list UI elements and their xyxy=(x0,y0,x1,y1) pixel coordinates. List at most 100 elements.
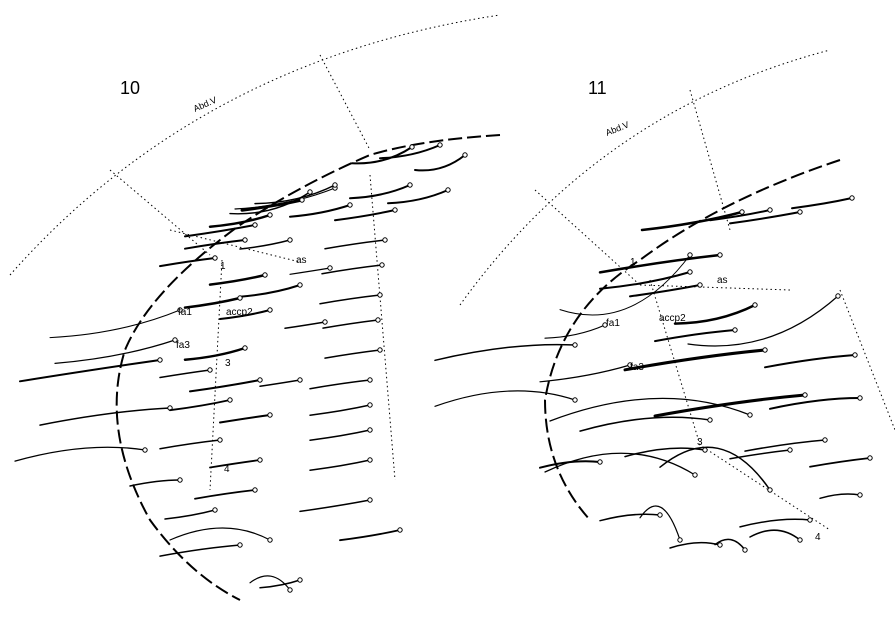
seta-label: 1 xyxy=(220,261,226,272)
seta-socket xyxy=(237,295,243,301)
seta xyxy=(559,254,691,316)
seta xyxy=(654,329,736,343)
seta-socket xyxy=(252,487,258,493)
segment-label: Abd.V xyxy=(192,95,218,114)
seta-label: fa1 xyxy=(178,307,192,318)
seta-socket xyxy=(142,447,148,453)
seta-socket xyxy=(212,255,218,261)
seta xyxy=(39,407,171,426)
seta xyxy=(239,239,291,250)
seta xyxy=(129,479,181,487)
seta xyxy=(259,579,301,589)
seta-socket xyxy=(707,417,713,423)
seta xyxy=(749,529,801,541)
seta xyxy=(334,209,396,222)
seta xyxy=(189,379,261,393)
seta xyxy=(249,575,291,591)
body-outline xyxy=(115,134,501,601)
seta xyxy=(659,446,771,491)
seta xyxy=(19,359,161,383)
seta-label: accp2 xyxy=(226,307,253,318)
seta-socket xyxy=(217,437,223,443)
seta xyxy=(744,439,826,452)
seta-socket xyxy=(752,302,758,308)
segment-label: Abd.V xyxy=(604,119,630,137)
seta-socket xyxy=(409,144,415,150)
seta xyxy=(54,339,176,364)
seta-socket xyxy=(377,292,383,298)
seta-socket xyxy=(287,587,293,593)
seta-socket xyxy=(322,319,328,325)
seta-socket xyxy=(572,342,578,348)
figure-number: 10 xyxy=(120,78,140,98)
seta-label: fa3 xyxy=(176,340,190,351)
seta xyxy=(239,284,301,298)
seta-socket xyxy=(445,187,451,193)
seta-socket xyxy=(687,252,693,258)
seta xyxy=(219,309,271,320)
seta xyxy=(183,296,242,309)
seta-socket xyxy=(852,352,858,358)
seta-socket xyxy=(767,207,773,213)
seta xyxy=(14,446,146,462)
seta xyxy=(164,509,216,520)
seta-socket xyxy=(392,207,398,213)
seta-socket xyxy=(697,282,703,288)
seta-socket xyxy=(172,337,178,343)
segment-arc xyxy=(9,14,501,276)
seta-socket xyxy=(732,327,738,333)
seta xyxy=(169,399,231,412)
seta xyxy=(159,257,216,268)
seta-socket xyxy=(377,347,383,353)
seta-socket xyxy=(787,447,793,453)
seta xyxy=(319,294,381,305)
seta-socket xyxy=(207,367,213,373)
seta-socket xyxy=(627,362,633,368)
seta-socket xyxy=(367,402,373,408)
dotted-guides xyxy=(534,89,895,531)
seta-socket xyxy=(867,455,873,461)
seta xyxy=(194,489,256,500)
seta-socket xyxy=(177,477,183,483)
seta xyxy=(709,209,771,222)
seta xyxy=(714,538,746,551)
seta xyxy=(289,204,351,218)
seta xyxy=(434,390,576,407)
body-outline xyxy=(543,159,841,521)
seta-socket xyxy=(297,377,303,383)
seta xyxy=(639,505,681,541)
seta xyxy=(434,343,576,362)
seta xyxy=(339,529,401,542)
seta xyxy=(259,379,301,388)
seta-socket xyxy=(807,517,813,523)
seta-socket xyxy=(212,507,218,513)
seta-socket xyxy=(857,395,863,401)
figure-number: 11 xyxy=(588,78,607,98)
seta-socket xyxy=(327,265,333,271)
seta-socket xyxy=(437,142,443,148)
outlines xyxy=(9,14,895,601)
seta-socket xyxy=(267,212,273,218)
seta xyxy=(49,309,181,339)
seta xyxy=(309,404,371,416)
seta xyxy=(159,439,221,450)
seta-label: 4 xyxy=(224,464,230,475)
seta-socket xyxy=(267,537,273,543)
seta-socket xyxy=(849,195,855,201)
seta xyxy=(208,213,272,228)
seta xyxy=(387,189,449,205)
seta xyxy=(687,295,839,347)
seta xyxy=(183,346,247,361)
seta-socket xyxy=(407,182,413,188)
seta xyxy=(579,416,711,432)
seta xyxy=(351,146,413,165)
seta xyxy=(623,348,767,372)
seta-socket xyxy=(767,487,773,493)
seta-socket xyxy=(262,272,268,278)
seta xyxy=(159,544,241,557)
seta xyxy=(309,379,371,390)
seta-socket xyxy=(367,377,373,383)
seta-socket xyxy=(307,189,313,195)
